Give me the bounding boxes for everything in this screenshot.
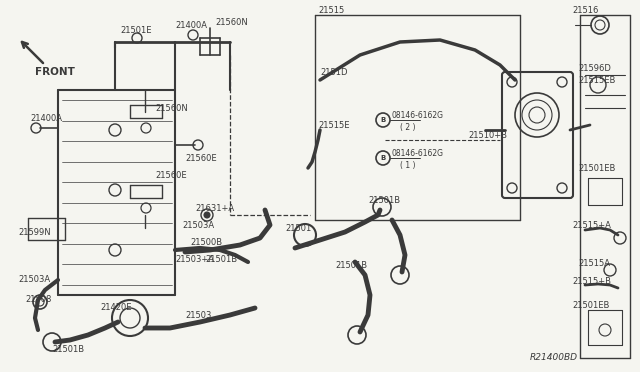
Text: FRONT: FRONT — [35, 67, 75, 77]
Text: 21501B: 21501B — [368, 196, 400, 205]
Text: 21501EB: 21501EB — [572, 301, 609, 310]
Text: 08146-6162G: 08146-6162G — [392, 110, 444, 119]
Text: 21560N: 21560N — [215, 17, 248, 26]
Text: 21515E: 21515E — [318, 121, 349, 129]
Text: 21503+A: 21503+A — [175, 256, 214, 264]
Text: 21420E: 21420E — [100, 304, 131, 312]
Text: 21503A: 21503A — [182, 221, 214, 230]
Text: R21400BD: R21400BD — [530, 353, 578, 362]
Text: 21501B: 21501B — [335, 260, 367, 269]
Text: 21501: 21501 — [285, 224, 311, 232]
Text: 21508: 21508 — [25, 295, 51, 305]
Text: 2151D: 2151D — [320, 67, 348, 77]
Text: 21631+A: 21631+A — [195, 203, 234, 212]
Text: B: B — [380, 155, 386, 161]
Text: 21599N: 21599N — [18, 228, 51, 237]
Text: 21515+A: 21515+A — [572, 221, 611, 230]
Text: 21501EB: 21501EB — [578, 164, 616, 173]
Text: 21503A: 21503A — [18, 276, 50, 285]
Text: 21560E: 21560E — [185, 154, 216, 163]
Circle shape — [204, 212, 210, 218]
Text: 21560E: 21560E — [155, 170, 187, 180]
Text: B: B — [380, 117, 386, 123]
Text: ( 1 ): ( 1 ) — [400, 160, 415, 170]
Text: 21400A: 21400A — [175, 20, 207, 29]
Text: 21500B: 21500B — [190, 237, 222, 247]
Text: 21510+B: 21510+B — [468, 131, 507, 140]
Text: 21501B: 21501B — [205, 256, 237, 264]
Text: 21400A: 21400A — [30, 113, 62, 122]
Text: 08146-6162G: 08146-6162G — [392, 148, 444, 157]
Text: 21596D: 21596D — [578, 64, 611, 73]
Text: ( 2 ): ( 2 ) — [400, 122, 415, 131]
Text: 21515: 21515 — [318, 6, 344, 15]
Text: 21503: 21503 — [185, 311, 211, 321]
Text: 21501E: 21501E — [120, 26, 152, 35]
Text: 21515+B: 21515+B — [572, 278, 611, 286]
Text: 21501B: 21501B — [52, 346, 84, 355]
Text: 21515A: 21515A — [578, 259, 610, 267]
Text: 21515EB: 21515EB — [578, 76, 616, 84]
Text: 21516: 21516 — [572, 6, 598, 15]
Text: 21560N: 21560N — [155, 103, 188, 112]
